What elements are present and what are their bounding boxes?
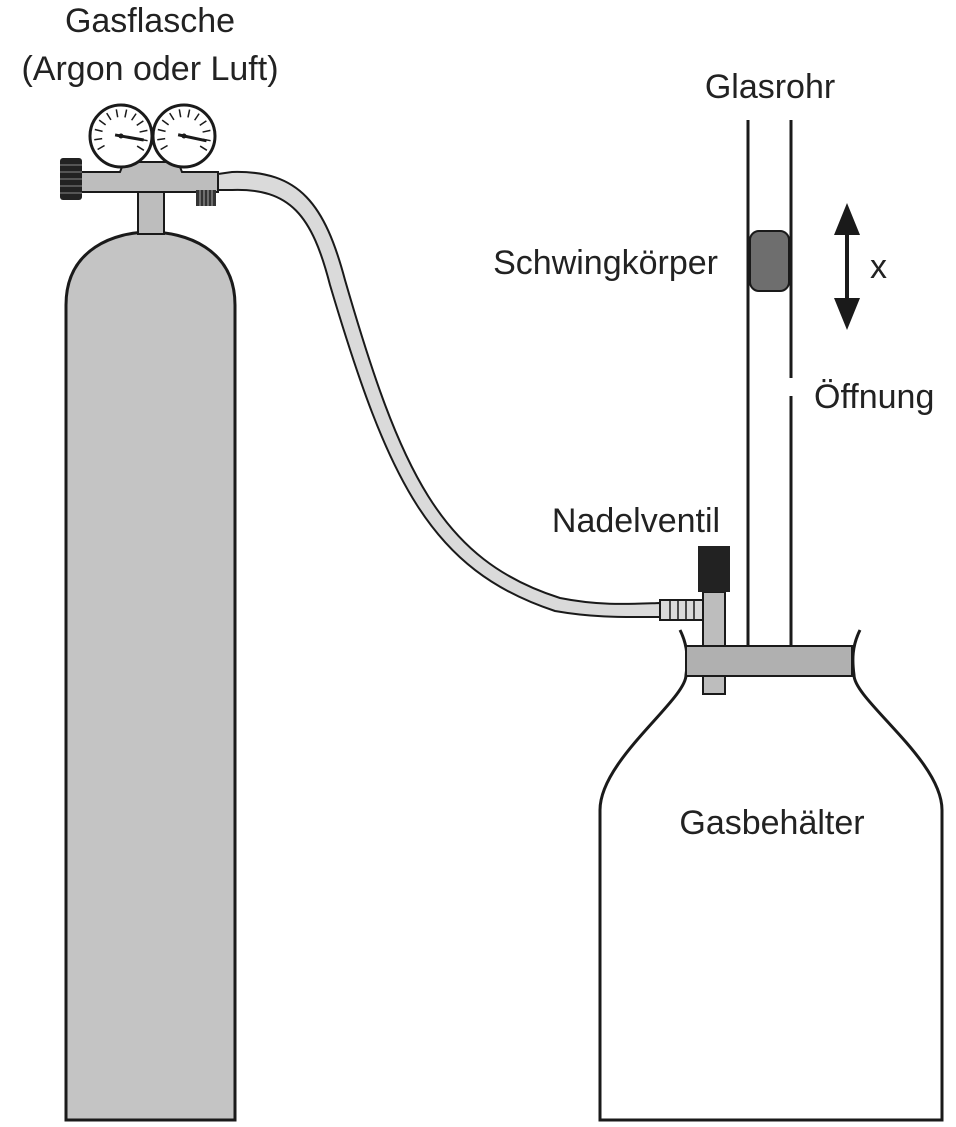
needle-valve-label: Nadelventil xyxy=(552,502,720,540)
glass-tube-label: Glasrohr xyxy=(705,68,835,106)
oscillator-label: Schwingkörper xyxy=(493,244,718,282)
cylinder-label-line1: Gasflasche xyxy=(65,2,235,40)
displacement-label: x xyxy=(870,248,887,286)
glass-tube xyxy=(746,120,793,648)
regulator-knob xyxy=(60,158,82,200)
opening-label: Öffnung xyxy=(814,378,934,416)
double-arrow-icon xyxy=(834,203,860,330)
gas-hose xyxy=(217,170,705,621)
gas-cylinder xyxy=(64,230,237,1122)
pressure-regulator xyxy=(60,103,219,235)
cylinder-label-line2: (Argon oder Luft) xyxy=(21,50,278,88)
stopper xyxy=(685,645,853,677)
pressure-gauge-icon xyxy=(88,103,154,169)
needle-valve-knob xyxy=(698,546,730,592)
oscillator-body xyxy=(749,230,790,292)
container-label: Gasbehälter xyxy=(679,804,864,842)
gas-container xyxy=(598,629,944,1122)
pressure-gauge-icon xyxy=(151,103,217,169)
outlet-valve xyxy=(196,190,216,206)
